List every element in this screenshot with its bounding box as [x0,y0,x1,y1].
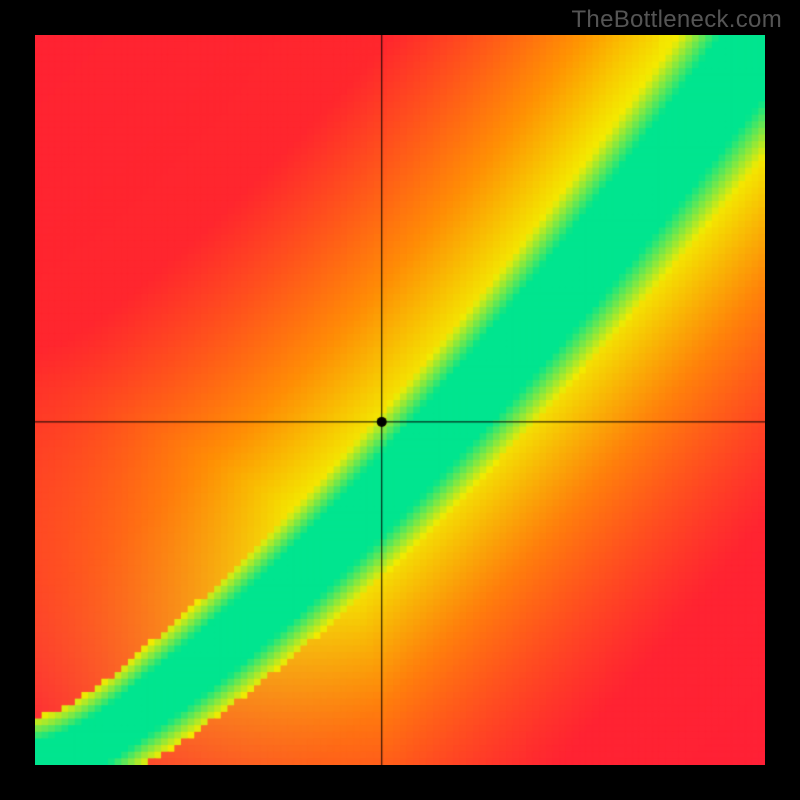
watermark-text: TheBottleneck.com [571,6,782,34]
crosshair-overlay [35,35,765,765]
chart-container: TheBottleneck.com [0,0,800,800]
